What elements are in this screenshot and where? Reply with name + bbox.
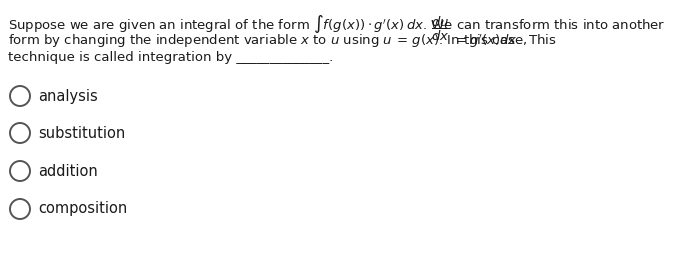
Text: Suppose we are given an integral of the form $\int f(g(x))\cdot g'(x)\,dx$. We c: Suppose we are given an integral of the … [8, 13, 665, 35]
Text: form by changing the independent variable $x$ to $u$ using $u\,=\,g(x)$. In this: form by changing the independent variabl… [8, 32, 527, 49]
Text: substitution: substitution [38, 126, 125, 140]
Text: technique is called integration by ______________.: technique is called integration by _____… [8, 51, 333, 64]
Text: composition: composition [38, 201, 128, 217]
Text: $\dfrac{du}{dx}$: $\dfrac{du}{dx}$ [431, 15, 450, 43]
Text: addition: addition [38, 164, 98, 179]
Text: analysis: analysis [38, 89, 98, 104]
Text: $= g'(x)dx$.  This: $= g'(x)dx$. This [453, 32, 556, 50]
